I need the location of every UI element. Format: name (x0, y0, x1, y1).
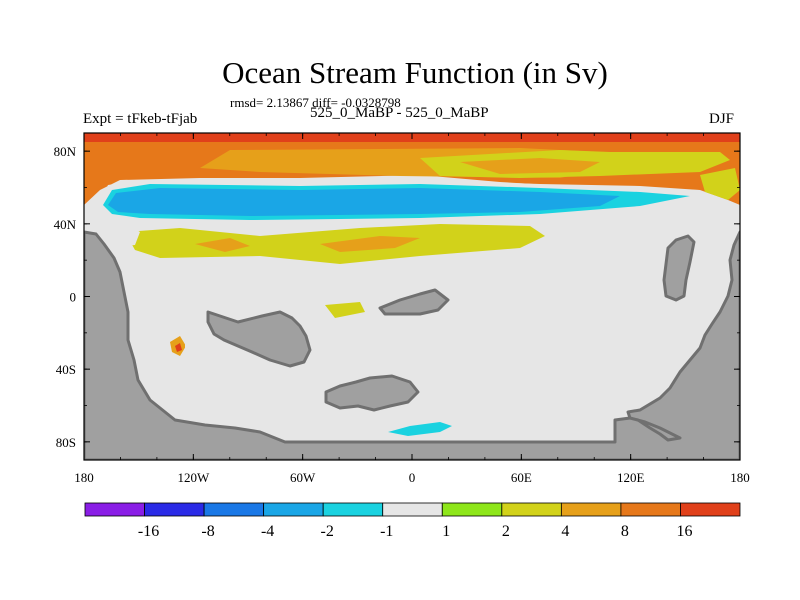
colorbar-swatch (263, 502, 324, 517)
contour-spot-south-pacific-cyan (185, 340, 190, 348)
contour-band-cyan-southern-east (420, 386, 462, 408)
x-tick-label: 60E (511, 470, 532, 485)
colorbar-swatch (322, 502, 384, 517)
contour-band-yellow-midlatitude-2 (320, 236, 420, 252)
contour-band-yellow-midlatitude (195, 238, 250, 252)
contour-band-green-tropical (325, 302, 365, 318)
colorbar-swatch (382, 502, 443, 517)
y-tick-label: 80N (54, 144, 77, 159)
x-tick-label: 0 (409, 470, 416, 485)
x-tick-label: 60W (290, 470, 316, 485)
y-tick-label: 40S (56, 362, 76, 377)
continent-southern-island (324, 374, 420, 412)
y-tick-label: 40N (54, 217, 77, 232)
colorbar-label: -16 (138, 523, 159, 540)
colorbar-swatch (560, 502, 622, 517)
contour-spot-south-pacific-cyan-2 (184, 354, 190, 362)
contour-band-green-east (700, 168, 740, 200)
chart-title: Ocean Stream Function (in Sv) (222, 55, 608, 90)
colorbar-swatch (680, 502, 741, 517)
colorbar: -16 -8 -4 -2 -1 1 2 4 8 16 (84, 502, 741, 540)
colorbar-label: -4 (261, 523, 274, 540)
colorbar-label: -2 (321, 523, 334, 540)
colorbar-label: 1 (442, 523, 450, 540)
x-tick-label: 180 (74, 470, 94, 485)
colorbar-label: 4 (561, 523, 569, 540)
chart-subtitle: 525_0_MaBP - 525_0_MaBP (310, 105, 489, 121)
colorbar-swatch (144, 502, 205, 517)
y-tick-label: 80S (56, 435, 76, 450)
contour-spot-southern-ocean-east (554, 430, 564, 438)
x-axis: 180 120W 60W 0 60E 120E 180 (74, 133, 750, 485)
x-tick-label: 120W (177, 470, 210, 485)
season-label: DJF (709, 111, 735, 127)
contour-band-cyan-west-margin (120, 226, 140, 246)
colorbar-swatch (501, 502, 562, 517)
colorbar-swatch (84, 502, 145, 517)
continent-east-island (662, 234, 696, 302)
continent-west-america (84, 230, 740, 460)
continent-tropical-east (378, 288, 450, 316)
stats-label: rmsd= 2.13867 diff= -0.0328798 (230, 95, 401, 110)
colorbar-label: 2 (502, 523, 510, 540)
colorbar-swatch (441, 502, 503, 517)
colorbar-swatch (620, 502, 681, 517)
colorbar-label: 8 (621, 523, 629, 540)
contour-band-cyan-tropical-center (150, 290, 328, 336)
colorbar-label: -1 (380, 523, 393, 540)
colorbar-label: 16 (676, 523, 692, 540)
colorbar-label: -8 (201, 523, 214, 540)
contour-band-lightblue-southern-ocean (388, 422, 452, 436)
contour-spot-south-pacific-core (175, 343, 182, 352)
x-tick-label: 180 (730, 470, 750, 485)
contour-band-yellow-northeast (460, 158, 600, 174)
x-tick-label: 120E (617, 470, 645, 485)
y-axis: 80N 40N 0 40S 80S (54, 144, 740, 450)
y-tick-label: 0 (70, 290, 77, 305)
contour-band-blue-subpolar (108, 188, 620, 216)
experiment-label: Expt = tFkeb-tFjab (83, 111, 198, 127)
contour-band-cyan-tropical-west (138, 266, 260, 290)
continent-central-block (206, 310, 312, 368)
colorbar-swatch (203, 502, 265, 517)
